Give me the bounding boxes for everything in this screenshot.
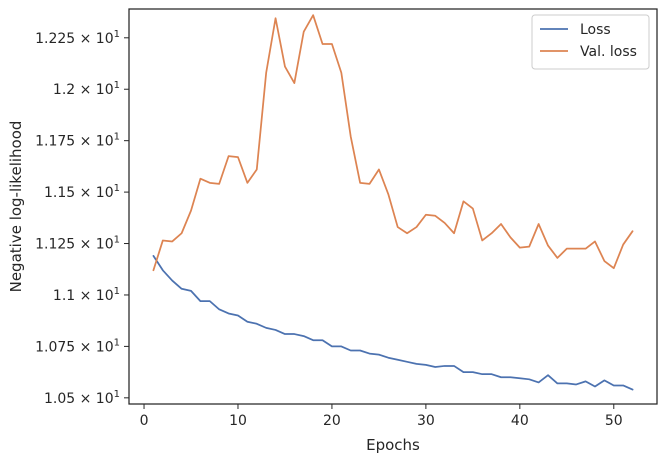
x-tick-label: 30 [417,413,435,429]
y-tick-label: 1.175 × 101 [35,132,120,150]
series-line-val-loss [152,14,634,272]
plot-area [128,8,658,405]
y-tick-label: 1.2 × 101 [53,80,120,98]
y-tick-label: 1.05 × 101 [44,389,120,407]
y-tick-label: 1.1 × 101 [53,286,120,304]
x-axis-title: Epochs [366,436,420,454]
series-line-loss [152,255,634,391]
x-tick-label: 10 [229,413,247,429]
x-axis: 0 10 20 30 40 50 [140,404,623,429]
legend-label: Loss [580,22,611,38]
y-tick-label: 1.125 × 101 [35,235,120,253]
y-axis-title: Negative log-likelihood [7,121,25,293]
x-tick-label: 50 [605,413,623,429]
y-axis: 1.05 × 101 1.075 × 101 1.1 × 101 1.125 × 10… [35,29,129,407]
legend-label: Val. loss [580,44,637,60]
x-tick-label: 40 [511,413,529,429]
legend: Loss Val. loss [531,14,650,70]
x-tick-label: 20 [323,413,341,429]
y-tick-label: 1.225 × 101 [35,29,120,47]
x-tick-label: 0 [140,413,149,429]
y-tick-label: 1.15 × 101 [44,183,120,201]
series-layer [152,14,634,391]
y-tick-label: 1.075 × 101 [35,337,120,355]
